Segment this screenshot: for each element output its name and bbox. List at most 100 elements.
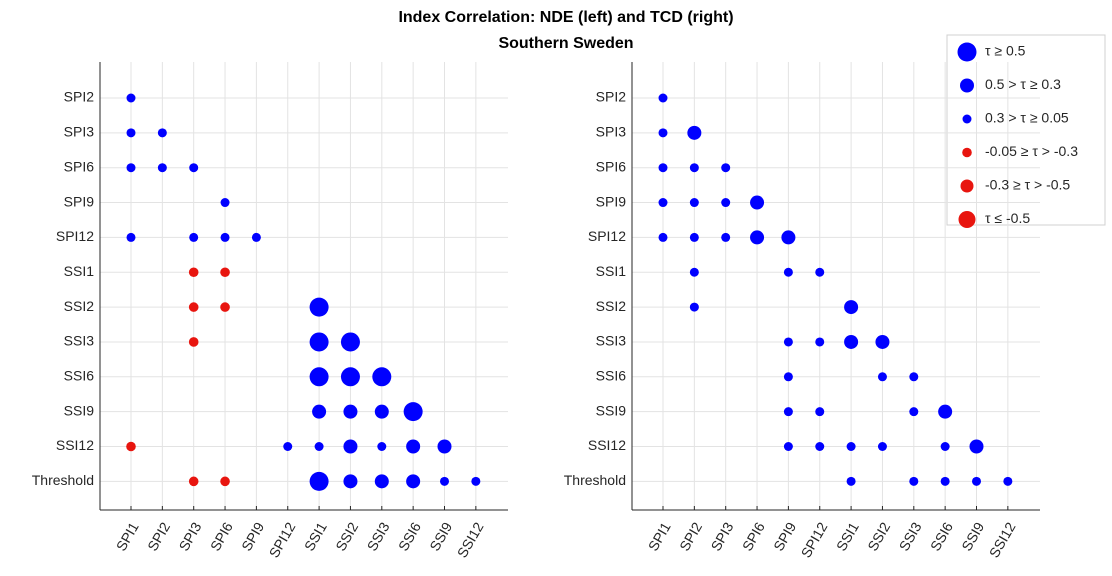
- bubble: [220, 198, 230, 208]
- bubble: [909, 476, 919, 486]
- x-tick-label: SPI12: [266, 519, 299, 560]
- legend-marker: [960, 78, 974, 93]
- y-tick-label: SPI2: [64, 89, 95, 105]
- bubble: [969, 439, 984, 454]
- x-tick-label: SSI6: [395, 519, 424, 553]
- x-tick-label: SPI6: [739, 519, 768, 553]
- bubble: [309, 332, 329, 352]
- y-tick-label: SPI9: [596, 193, 627, 209]
- y-tick-label: SSI12: [588, 437, 626, 453]
- bubble: [374, 404, 389, 419]
- legend-label: -0.3 ≥ τ > -0.5: [985, 177, 1070, 193]
- y-tick-label: SPI3: [64, 124, 95, 140]
- bubble: [314, 442, 324, 451]
- legend-box: [946, 34, 1106, 226]
- bubble: [220, 267, 230, 278]
- bubble: [750, 195, 765, 210]
- x-tick-label: SPI1: [113, 519, 142, 553]
- bubble: [343, 404, 358, 419]
- bubble: [126, 128, 136, 138]
- bubble: [126, 93, 136, 103]
- bubble: [783, 337, 793, 347]
- y-tick-label: SSI9: [64, 402, 95, 418]
- bubble: [877, 372, 887, 382]
- bubble: [783, 407, 793, 417]
- bubble: [940, 476, 950, 486]
- legend-label: 0.5 > τ ≥ 0.3: [985, 76, 1061, 92]
- bubble: [220, 232, 230, 242]
- bubble: [844, 334, 859, 349]
- y-tick-label: SPI12: [56, 228, 94, 244]
- x-tick-label: SSI9: [958, 519, 987, 553]
- bubble: [815, 442, 825, 451]
- bubble: [783, 267, 793, 277]
- bubble: [877, 442, 887, 451]
- bubble: [875, 334, 890, 349]
- bubble: [440, 476, 449, 486]
- bubble: [220, 476, 230, 487]
- bubble: [1003, 476, 1013, 486]
- bubble: [189, 232, 199, 242]
- y-tick-label: SSI12: [56, 437, 94, 453]
- legend-marker: [960, 179, 974, 193]
- y-tick-label: SPI9: [64, 193, 95, 209]
- bubble: [972, 476, 981, 486]
- legend-marker: [958, 211, 976, 228]
- x-tick-label: SSI6: [927, 519, 956, 553]
- bubble: [940, 442, 950, 451]
- bubble: [309, 367, 329, 387]
- bubble: [126, 163, 136, 173]
- y-tick-label: SSI2: [64, 298, 95, 314]
- y-tick-label: SPI6: [596, 158, 627, 174]
- bubble: [658, 163, 668, 173]
- bubble: [844, 300, 859, 315]
- x-tick-label: SSI1: [833, 519, 862, 553]
- chart-title: Index Correlation: NDE (left) and TCD (r…: [398, 9, 733, 26]
- bubble: [340, 367, 360, 387]
- bubble: [126, 232, 136, 242]
- y-tick-label: SPI6: [64, 158, 95, 174]
- bubble: [815, 337, 825, 347]
- x-tick-label: SPI1: [645, 519, 674, 553]
- bubble: [343, 439, 358, 454]
- y-tick-label: SPI3: [596, 124, 627, 140]
- bubble: [721, 198, 731, 208]
- bubble: [340, 332, 360, 352]
- x-tick-label: SSI2: [332, 519, 361, 553]
- bubble: [188, 337, 199, 347]
- legend-marker: [962, 147, 972, 158]
- bubble: [721, 232, 731, 242]
- bubble: [126, 441, 136, 452]
- x-tick-label: SPI12: [798, 519, 831, 560]
- bubble: [815, 267, 825, 277]
- bubble: [689, 198, 699, 208]
- bubble: [689, 163, 699, 173]
- x-tick-label: SPI9: [770, 519, 799, 553]
- bubble: [406, 439, 421, 454]
- y-tick-label: SSI3: [596, 333, 627, 349]
- bubble: [781, 230, 796, 245]
- x-tick-label: SSI3: [896, 519, 925, 553]
- legend-marker: [957, 42, 977, 62]
- chart-subtitle: Southern Sweden: [498, 35, 633, 52]
- bubble: [909, 372, 919, 382]
- x-tick-label: SSI9: [426, 519, 455, 553]
- legend-label: τ ≤ -0.5: [985, 210, 1030, 226]
- bubble: [687, 125, 702, 140]
- bubble: [157, 128, 167, 138]
- bubble: [658, 232, 668, 242]
- x-tick-label: SSI12: [454, 519, 487, 560]
- bubble: [750, 230, 765, 245]
- bubble: [377, 442, 387, 451]
- x-tick-label: SPI2: [144, 519, 173, 553]
- bubble: [188, 302, 199, 312]
- x-tick-label: SSI1: [301, 519, 330, 553]
- bubble: [251, 232, 261, 242]
- bubble: [721, 163, 731, 173]
- bubble: [658, 198, 668, 208]
- legend-label: τ ≥ 0.5: [985, 43, 1026, 59]
- bubble: [815, 407, 825, 417]
- bubble: [157, 163, 167, 173]
- bubble: [312, 404, 327, 419]
